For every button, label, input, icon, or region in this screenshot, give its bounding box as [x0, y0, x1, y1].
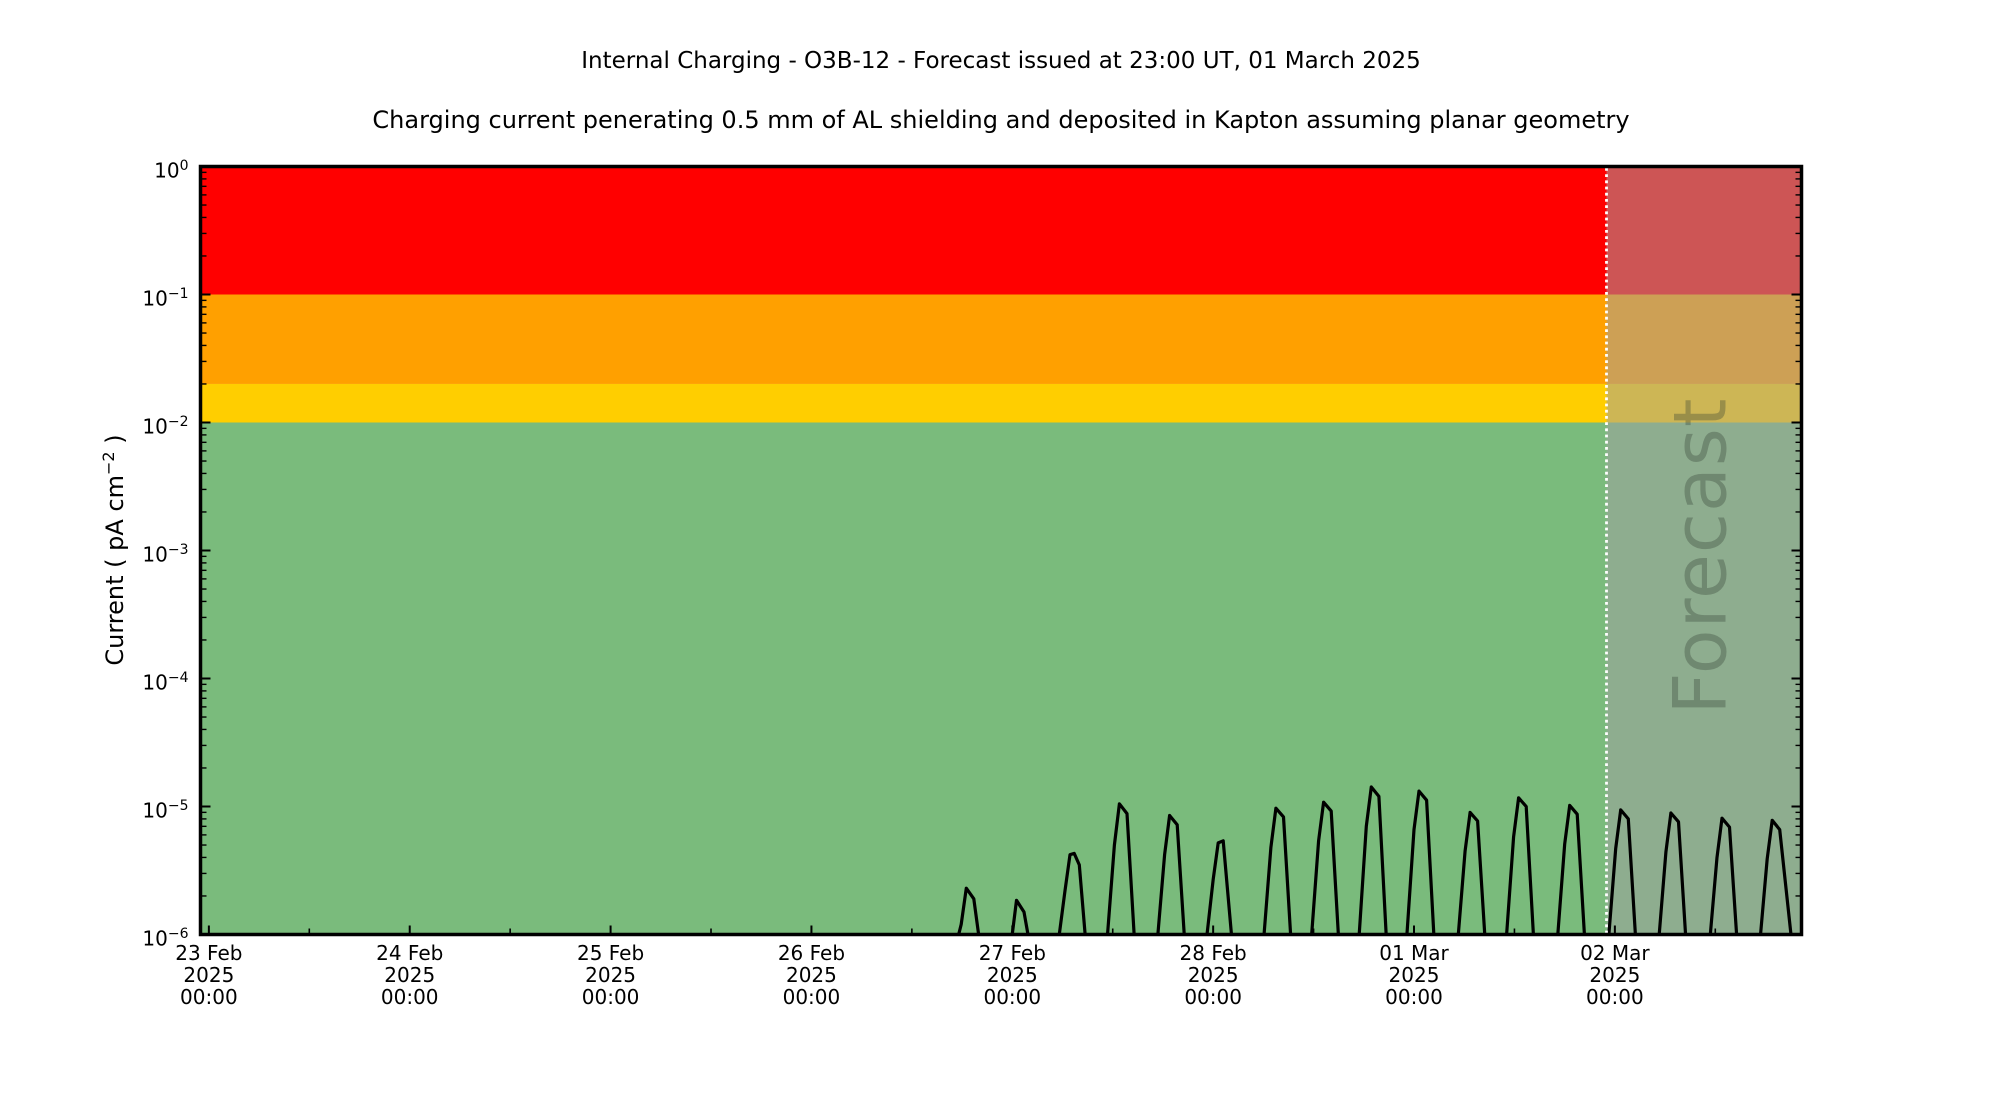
- warning-band-red: [200, 166, 1802, 295]
- x-tick-label: 24 Feb 2025 00:00: [376, 940, 444, 1009]
- warning-band-orange: [200, 294, 1802, 384]
- warning-band-yellow: [200, 383, 1802, 423]
- data-curve: [957, 785, 1793, 935]
- y-tick-label: 10−3: [142, 541, 189, 567]
- x-tick-label: 01 Mar 2025 00:00: [1379, 940, 1449, 1009]
- warning-band-green: [200, 422, 1802, 935]
- plot-border: [198, 164, 1804, 937]
- y-tick-label: 10−5: [142, 797, 189, 823]
- y-tick-label: 10−6: [142, 925, 189, 951]
- y-tick-label: 10−2: [142, 413, 189, 439]
- forecast-overlay: [1606, 166, 1802, 935]
- chart-title: Internal Charging - O3B-12 - Forecast is…: [581, 48, 1421, 74]
- x-tick-label: 27 Feb 2025 00:00: [978, 940, 1046, 1009]
- forecast-watermark: Forecast: [1658, 397, 1744, 715]
- x-tick-label: 28 Feb 2025 00:00: [1179, 940, 1247, 1009]
- x-tick-label: 25 Feb 2025 00:00: [576, 940, 645, 1009]
- chart-subtitle: Charging current penerating 0.5 mm of AL…: [372, 106, 1630, 134]
- x-tick-label: 26 Feb 2025 00:00: [777, 940, 846, 1009]
- y-tick-label: 10−1: [142, 285, 189, 311]
- x-tick-label: 02 Mar 2025 00:00: [1580, 940, 1650, 1009]
- y-tick-label: 100: [154, 157, 189, 183]
- x-tick-label: 23 Feb 2025 00:00: [175, 940, 243, 1009]
- y-tick-label: 10−4: [142, 669, 189, 695]
